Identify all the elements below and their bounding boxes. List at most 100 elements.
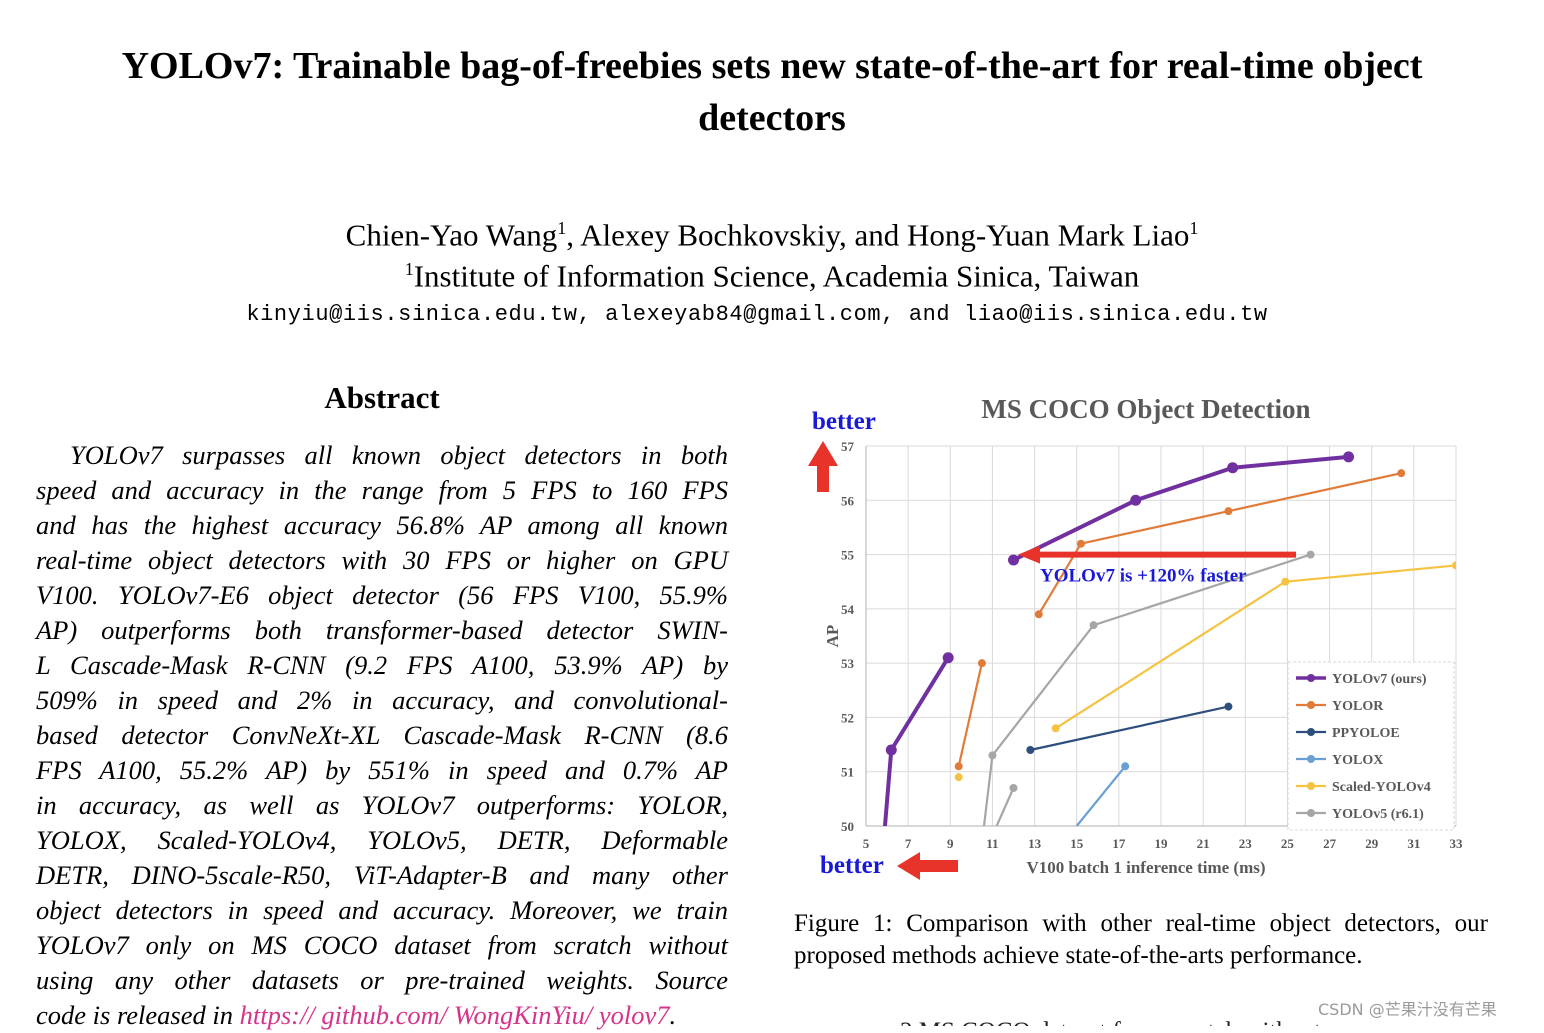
x-tick-label: 9 bbox=[947, 836, 954, 851]
affiliation-marker: 1 bbox=[557, 218, 567, 238]
legend-label: YOLOX bbox=[1332, 753, 1383, 768]
legend-swatch-marker bbox=[1307, 755, 1315, 763]
abstract-line: V100. YOLOv7-E6 object detector (56 FPS … bbox=[36, 580, 728, 610]
caption-line: Figure 1: Comparison with other real-tim… bbox=[794, 910, 1488, 937]
abstract-text: . bbox=[669, 1000, 677, 1030]
data-point bbox=[1224, 507, 1233, 516]
data-point bbox=[1343, 451, 1355, 463]
data-point bbox=[1026, 746, 1035, 754]
source-code-link[interactable]: https:// github.com/ WongKinYiu/ yolov7 bbox=[239, 1000, 670, 1030]
series-line bbox=[882, 656, 950, 826]
series-line bbox=[1037, 472, 1402, 615]
legend-label: Scaled-YOLOv4 bbox=[1332, 780, 1431, 795]
x-tick-label: 29 bbox=[1365, 836, 1379, 851]
legend-swatch-marker bbox=[1307, 809, 1315, 817]
abstract-line: object detectors in speed and accuracy. … bbox=[36, 895, 728, 925]
x-axis-label: V100 batch 1 inference time (ms) bbox=[1026, 858, 1265, 877]
caption-line: proposed methods achieve state-of-the-ar… bbox=[794, 942, 1363, 969]
data-point bbox=[988, 751, 997, 760]
abstract-line-last: code is released in https:// github.com/… bbox=[36, 998, 728, 1033]
data-point bbox=[1076, 539, 1085, 548]
paper-title: YOLOv7: Trainable bag-of-freebies sets n… bbox=[0, 40, 1544, 144]
better-up-label: better bbox=[812, 408, 876, 435]
abstract-line: speed and accuracy in the range from 5 F… bbox=[36, 475, 728, 505]
affiliation-marker: 1 bbox=[1189, 218, 1199, 238]
abstract-heading: Abstract bbox=[324, 380, 440, 415]
cutoff-text: 2 MS COCO dataset from scratch without bbox=[900, 1016, 1380, 1026]
author-emails: kinyiu@iis.sinica.edu.tw, alexeyab84@gma… bbox=[246, 302, 1268, 327]
y-tick-label: 52 bbox=[841, 710, 854, 725]
data-point bbox=[1089, 621, 1098, 630]
y-tick-label: 57 bbox=[841, 439, 855, 454]
x-tick-label: 31 bbox=[1407, 836, 1420, 851]
y-tick-label: 55 bbox=[841, 548, 855, 563]
y-tick-label: 50 bbox=[841, 819, 854, 834]
better-up-arrow-shaft bbox=[817, 464, 829, 492]
data-point bbox=[1281, 577, 1290, 586]
legend-label: PPYOLOE bbox=[1332, 726, 1400, 741]
data-point bbox=[942, 652, 954, 664]
abstract-body: YOLOv7 surpasses all known object detect… bbox=[36, 438, 728, 1033]
abstract-line: YOLOX, Scaled-YOLOv4, YOLOv5, DETR, Defo… bbox=[36, 825, 728, 855]
series-line bbox=[982, 553, 1311, 826]
series-line bbox=[1012, 454, 1349, 562]
abstract-line: in accuracy, as well as YOLOv7 outperfor… bbox=[36, 790, 728, 820]
y-axis-label: AP bbox=[823, 625, 842, 648]
title-line-2: detectors bbox=[698, 97, 846, 139]
legend-box bbox=[1287, 661, 1455, 831]
data-point bbox=[954, 773, 963, 782]
abstract-line: DETR, DINO-5scale-R50, ViT-Adapter-B and… bbox=[36, 860, 728, 890]
affiliation-text: Institute of Information Science, Academ… bbox=[413, 258, 1140, 294]
abstract-line: FPS A100, 55.2% AP) by 551% in speed and… bbox=[36, 755, 728, 785]
data-point bbox=[1306, 550, 1315, 559]
x-tick-label: 17 bbox=[1112, 836, 1126, 851]
series-line bbox=[1075, 765, 1127, 826]
series-line bbox=[957, 662, 983, 767]
data-point bbox=[1397, 469, 1406, 478]
speedup-arrow-head bbox=[1018, 545, 1040, 564]
x-tick-label: 19 bbox=[1155, 836, 1169, 851]
legend-label: YOLOv5 (r6.1) bbox=[1332, 807, 1424, 822]
series-group bbox=[882, 451, 1456, 826]
x-tick-label: 15 bbox=[1070, 836, 1084, 851]
better-left-arrow-shaft bbox=[918, 860, 958, 872]
abstract-line: AP) outperforms both transformer-based d… bbox=[36, 615, 728, 645]
better-left-label: better bbox=[820, 852, 884, 879]
legend-label: YOLOR bbox=[1332, 699, 1384, 714]
x-tick-label: 11 bbox=[986, 836, 998, 851]
x-tick-label: 25 bbox=[1281, 836, 1295, 851]
x-tick-label: 7 bbox=[905, 836, 912, 851]
x-tick-label: 33 bbox=[1450, 836, 1464, 851]
author-name: Chien-Yao Wang bbox=[345, 217, 558, 253]
legend-swatch-marker bbox=[1307, 701, 1315, 709]
data-point bbox=[1130, 494, 1142, 506]
legend-swatch-marker bbox=[1307, 674, 1315, 682]
abstract-line: based detector ConvNeXt-XL Cascade-Mask … bbox=[36, 720, 728, 750]
chart-title: MS COCO Object Detection bbox=[981, 394, 1310, 424]
x-tick-label: 5 bbox=[863, 836, 870, 851]
better-left-arrow-head bbox=[897, 852, 920, 880]
abstract-line: and has the highest accuracy 56.8% AP am… bbox=[36, 510, 728, 540]
abstract-text: code is released in bbox=[36, 1000, 240, 1030]
abstract-line: L Cascade-Mask R-CNN (9.2 FPS A100, 53.9… bbox=[36, 650, 728, 680]
x-tick-label: 13 bbox=[1028, 836, 1042, 851]
x-tick-label: 27 bbox=[1323, 836, 1337, 851]
affiliation: 1Institute of Information Science, Acade… bbox=[0, 249, 1544, 296]
y-tick-label: 51 bbox=[841, 765, 854, 780]
series-line bbox=[995, 787, 1015, 826]
x-tick-label: 23 bbox=[1239, 836, 1253, 851]
data-point bbox=[954, 762, 963, 771]
author-list: Chien-Yao Wang1, Alexey Bochkovskiy, and… bbox=[0, 208, 1544, 255]
data-point bbox=[1452, 561, 1456, 570]
data-point bbox=[1008, 554, 1019, 566]
affiliation-marker: 1 bbox=[404, 259, 414, 279]
author-names-rest: , Alexey Bochkovskiy, and Hong-Yuan Mark… bbox=[566, 217, 1190, 253]
data-point bbox=[1227, 462, 1239, 474]
x-tick-label: 21 bbox=[1197, 836, 1210, 851]
data-point bbox=[977, 659, 986, 668]
data-point bbox=[1009, 784, 1018, 792]
data-point bbox=[1051, 724, 1060, 733]
abstract-line: using any other datasets or pre-trained … bbox=[36, 965, 728, 995]
y-tick-label: 54 bbox=[841, 602, 855, 617]
